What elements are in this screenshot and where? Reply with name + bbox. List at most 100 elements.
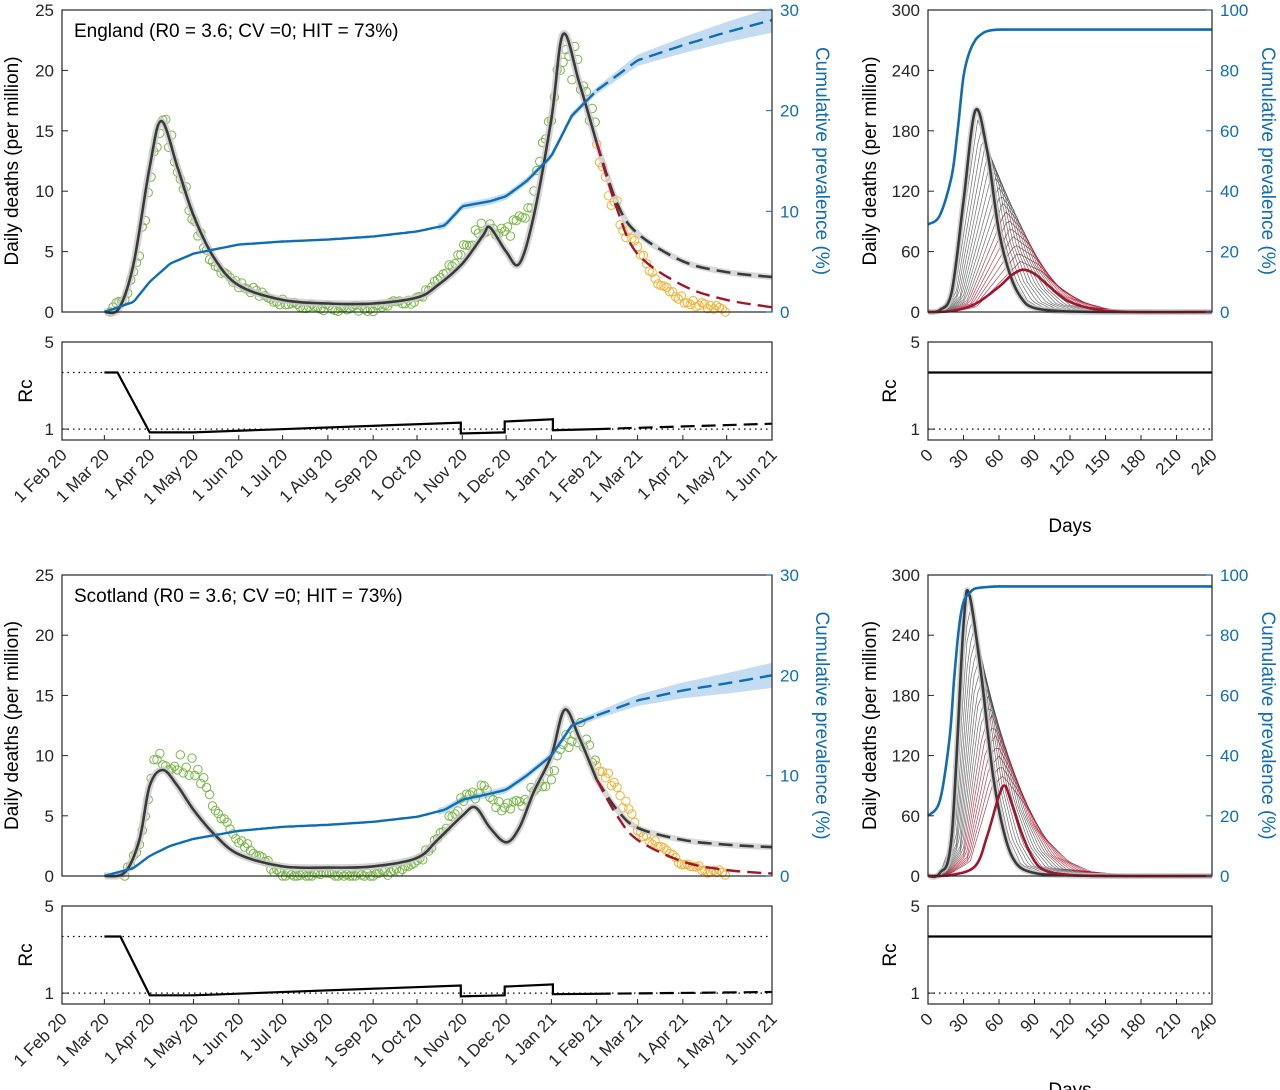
- y-tick-label: 60: [901, 807, 920, 826]
- y-tick-label: 1: [911, 984, 920, 1003]
- validation-data-point: [656, 280, 666, 291]
- validation-data-point: [679, 298, 689, 308]
- model-projection-line: [595, 778, 773, 849]
- fitted-data-point: [383, 870, 393, 880]
- x-axis-label: Days: [1048, 516, 1091, 537]
- x-tick-label: 150: [1081, 445, 1114, 478]
- model-deaths-line: [104, 708, 598, 878]
- fitted-data-point: [453, 250, 463, 260]
- y-tick-label: 15: [35, 122, 54, 141]
- validation-data-point: [612, 782, 622, 792]
- counterfactual-deaths-line: [595, 142, 773, 309]
- fitted-data-point: [505, 231, 516, 241]
- model-projection-line: [595, 142, 773, 279]
- scenario-curve: [927, 608, 1212, 877]
- validation-data-point: [694, 300, 704, 311]
- y-tick-label: 0: [911, 867, 920, 886]
- y-tick-label: 300: [892, 566, 920, 585]
- y-tick-label: 5: [45, 897, 54, 916]
- x-tick-label: 0: [917, 445, 937, 465]
- validation-data-point: [705, 300, 716, 311]
- counterfactual-deaths-line: [595, 779, 773, 875]
- axis-label: Daily deaths (per million): [2, 621, 23, 830]
- y-tick-label: 10: [35, 182, 54, 201]
- y-tick-label: 15: [35, 686, 54, 705]
- axes-frame: [61, 574, 773, 877]
- y2-tick-label: 80: [1220, 626, 1239, 645]
- fitted-data-point: [462, 240, 472, 250]
- axis-label: Daily deaths (per million): [860, 621, 881, 830]
- validation-data-point: [682, 298, 692, 308]
- fitted-data-point: [149, 755, 159, 765]
- y-tick-label: 300: [892, 1, 920, 20]
- axes-frame: [61, 905, 773, 1005]
- fitted-data-point: [520, 213, 530, 223]
- fitted-data-point: [237, 836, 247, 846]
- validation-data-point: [650, 274, 660, 284]
- y2-axis-label: Cumulative prevalence (%): [1257, 47, 1278, 275]
- validation-data-point: [597, 767, 608, 777]
- fitted-data-point: [511, 215, 521, 226]
- y-tick-label: 5: [911, 333, 920, 352]
- validation-data-point: [665, 287, 675, 297]
- model-projection-band: [593, 141, 773, 280]
- x-tick-label: 240: [1187, 445, 1220, 478]
- x-tick-label: 120: [1045, 445, 1078, 478]
- fitted-data-point: [178, 768, 189, 778]
- y2-tick-label: 0: [780, 867, 789, 886]
- fitted-data-point: [210, 805, 221, 816]
- validation-data-point: [615, 220, 625, 230]
- y-tick-label: 5: [45, 333, 54, 352]
- y-tick-label: 120: [892, 182, 920, 201]
- axis-label: Rc: [16, 379, 37, 402]
- y2-tick-label: 20: [780, 666, 799, 685]
- x-tick-label: 180: [1116, 445, 1149, 478]
- fitted-data-point: [181, 762, 191, 772]
- axis-label: Rc: [880, 379, 901, 402]
- fitted-data-point: [190, 770, 200, 781]
- x-tick-label: 210: [1152, 1009, 1185, 1042]
- y2-axis-label: Cumulative prevalence (%): [811, 47, 832, 275]
- y2-tick-label: 20: [780, 102, 799, 121]
- validation-data-point: [688, 295, 698, 306]
- validation-data-point: [708, 865, 719, 876]
- fitted-data-point: [172, 765, 183, 775]
- validation-data-point: [630, 236, 640, 246]
- validation-data-point: [624, 804, 634, 814]
- model-deaths-band: [103, 706, 600, 880]
- y2-tick-label: 30: [780, 566, 799, 585]
- scenario-curve: [927, 775, 1212, 877]
- y2-tick-label: 40: [1220, 747, 1239, 766]
- fitted-data-point: [175, 750, 186, 760]
- validation-data-point: [600, 773, 611, 783]
- validation-data-point: [700, 299, 710, 309]
- validation-data-point: [627, 233, 637, 244]
- validation-data-point: [717, 304, 727, 314]
- validation-data-point: [676, 859, 687, 870]
- x-tick-label: 210: [1152, 445, 1185, 478]
- validation-data-point: [659, 843, 669, 853]
- validation-data-point: [659, 281, 669, 291]
- x-tick-label: 90: [1017, 445, 1044, 472]
- axis-label: Daily deaths (per million): [860, 56, 881, 265]
- fitted-data-point: [155, 748, 165, 759]
- y2-axis-label: Cumulative prevalence (%): [811, 611, 832, 839]
- scenario-curve: [927, 140, 1212, 313]
- axis-label: Daily deaths (per million): [2, 56, 23, 265]
- x-tick-label: 60: [981, 1009, 1008, 1036]
- y2-tick-label: 80: [1220, 61, 1239, 80]
- rc-projection-line: [596, 990, 773, 995]
- unmitigated-deaths-line: [927, 589, 1213, 879]
- fitted-data-point: [193, 764, 203, 775]
- scenario-curve: [927, 152, 1212, 313]
- y-tick-label: 180: [892, 122, 920, 141]
- axes-frame: [927, 905, 1213, 1005]
- y-tick-label: 5: [911, 897, 920, 916]
- validation-data-point: [717, 867, 727, 878]
- scenario-curve: [928, 211, 1212, 313]
- y2-tick-label: 0: [1220, 867, 1229, 886]
- y2-tick-label: 60: [1220, 686, 1239, 705]
- y2-tick-label: 0: [780, 303, 789, 322]
- prevalence-line: [104, 715, 595, 878]
